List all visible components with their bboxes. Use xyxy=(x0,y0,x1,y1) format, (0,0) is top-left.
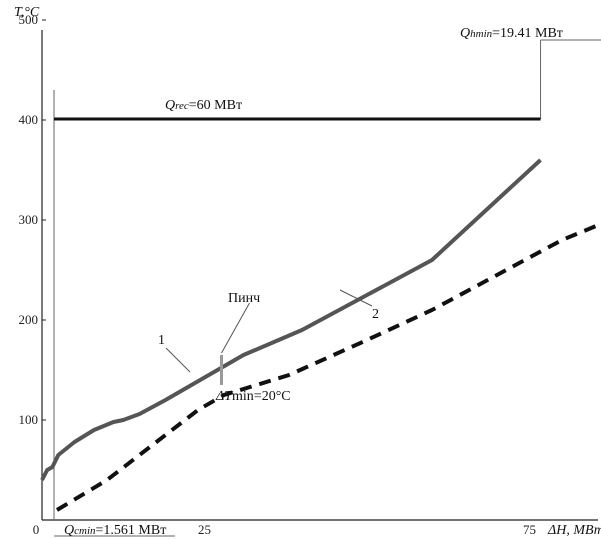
q-cmin-label: Qcmin=1.561 МВт xyxy=(64,523,166,538)
x-tick-label: 75 xyxy=(523,522,536,537)
x-tick-label: 25 xyxy=(198,522,211,537)
y-axis-label: T,°C xyxy=(14,5,40,20)
q-rec-label: Qrec=60 МВт xyxy=(165,98,242,113)
curve-1-hot xyxy=(40,158,542,481)
y-tick-label: 400 xyxy=(19,112,39,127)
x-tick-label: 0 xyxy=(33,522,40,537)
curve-1-label: 1 xyxy=(158,333,165,348)
y-tick-label: 100 xyxy=(19,412,39,427)
y-tick-label: 200 xyxy=(19,312,39,327)
curve-2-label: 2 xyxy=(372,307,379,322)
y-tick-label: 500 xyxy=(19,12,39,27)
axes xyxy=(41,30,598,521)
pinch-leader-line xyxy=(221,302,250,354)
annotation-guides xyxy=(53,39,601,537)
pinch-label: Пинч xyxy=(228,291,260,306)
y-tick-label: 300 xyxy=(19,212,39,227)
q-hmin-label: Qhmin=19.41 МВт xyxy=(460,26,563,41)
dt-min-label: ΔTmin=20°C xyxy=(215,389,291,404)
x-axis-label: ΔH, МВт xyxy=(547,523,601,538)
curve-1-leader xyxy=(165,347,191,373)
curve-2-leader xyxy=(339,289,373,307)
tick-labels: 100 200 300 400 500 0 25 75 xyxy=(19,12,537,537)
curve-2-cold xyxy=(55,221,601,512)
